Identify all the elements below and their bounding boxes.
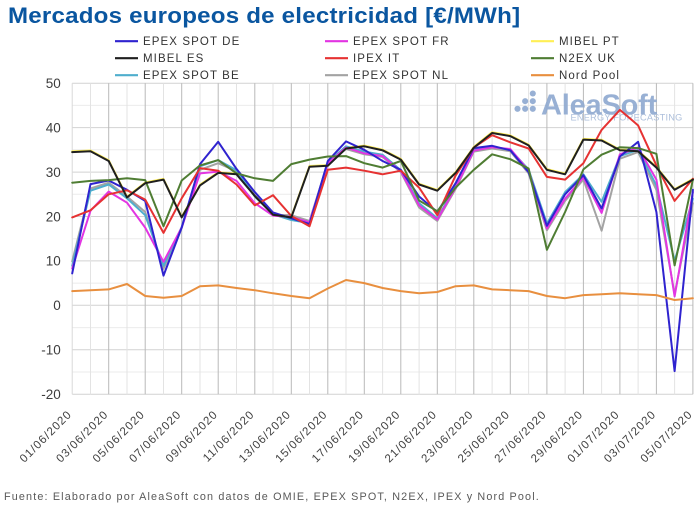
svg-text:EPEX SPOT BE: EPEX SPOT BE	[143, 70, 240, 82]
svg-text:IPEX IT: IPEX IT	[353, 53, 400, 65]
svg-text:AleaSoft: AleaSoft	[541, 90, 658, 122]
svg-text:20: 20	[46, 209, 61, 224]
svg-text:EPEX SPOT FR: EPEX SPOT FR	[353, 36, 450, 48]
svg-text:Nord Pool: Nord Pool	[559, 70, 620, 82]
svg-text:EPEX SPOT DE: EPEX SPOT DE	[143, 36, 240, 48]
svg-text:0: 0	[53, 298, 61, 313]
svg-text:MIBEL ES: MIBEL ES	[143, 53, 204, 65]
svg-text:-10: -10	[41, 343, 61, 358]
svg-text:MIBEL PT: MIBEL PT	[559, 36, 620, 48]
svg-text:EPEX SPOT NL: EPEX SPOT NL	[353, 70, 449, 82]
svg-text:30: 30	[46, 165, 61, 180]
svg-text:N2EX UK: N2EX UK	[559, 53, 616, 65]
svg-text:ENERGY FORECASTING: ENERGY FORECASTING	[571, 113, 683, 123]
svg-text:10: 10	[46, 254, 61, 269]
svg-text:-20: -20	[41, 387, 61, 402]
svg-text:50: 50	[46, 76, 61, 91]
svg-text:40: 40	[46, 120, 61, 135]
